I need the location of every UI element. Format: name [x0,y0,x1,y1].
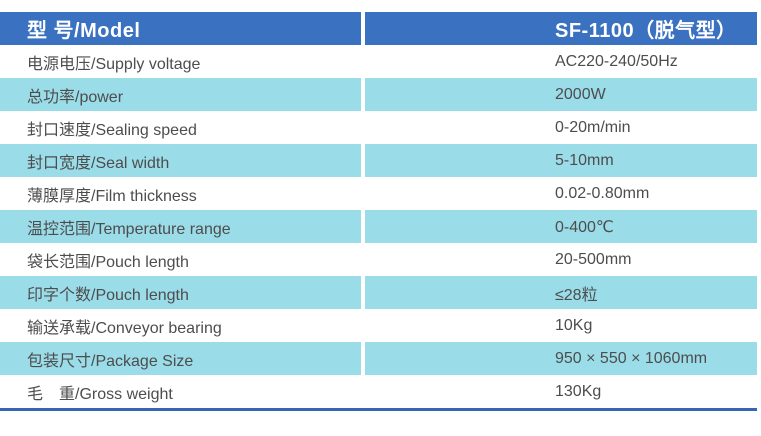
table-row: 电源电压/Supply voltage AC220-240/50Hz [0,45,757,78]
spec-value-power: 2000W [365,78,757,111]
table-row: 袋长范围/Pouch length 20-500mm [0,243,757,276]
spec-value-pouch-length: 20-500mm [365,243,757,276]
spec-label-temperature-range: 温控范围/Temperature range [0,210,361,243]
table-header-row: 型 号/Model SF-1100（脱气型） [0,12,757,45]
table-row: 温控范围/Temperature range 0-400℃ [0,210,757,243]
spec-value-package-size: 950 × 550 × 1060mm [365,342,757,375]
table-row: 输送承载/Conveyor bearing 10Kg [0,309,757,342]
spec-value-temperature-range: 0-400℃ [365,210,757,243]
table-row: 印字个数/Pouch length ≤28粒 [0,276,757,309]
spec-label-conveyor-bearing: 输送承载/Conveyor bearing [0,309,361,342]
spec-value-supply-voltage: AC220-240/50Hz [365,45,757,78]
spec-label-supply-voltage: 电源电压/Supply voltage [0,45,361,78]
header-model-value: SF-1100（脱气型） [365,12,757,45]
spec-label-seal-width: 封口宽度/Seal width [0,144,361,177]
spec-value-gross-weight: 130Kg [365,375,757,408]
table-row: 总功率/power 2000W [0,78,757,111]
table-row: 包装尺寸/Package Size 950 × 550 × 1060mm [0,342,757,375]
table-row: 封口宽度/Seal width 5-10mm [0,144,757,177]
spec-label-gross-weight: 毛 重/Gross weight [0,375,361,408]
table-row: 封口速度/Sealing speed 0-20m/min [0,111,757,144]
spec-value-film-thickness: 0.02-0.80mm [365,177,757,210]
model-spec-table: 型 号/Model SF-1100（脱气型） 电源电压/Supply volta… [0,12,757,411]
spec-label-pouch-length: 袋长范围/Pouch length [0,243,361,276]
spec-label-package-size: 包装尺寸/Package Size [0,342,361,375]
table-row: 薄膜厚度/Film thickness 0.02-0.80mm [0,177,757,210]
spec-value-printing-count: ≤28粒 [365,276,757,309]
spec-value-conveyor-bearing: 10Kg [365,309,757,342]
spec-value-seal-width: 5-10mm [365,144,757,177]
spec-value-sealing-speed: 0-20m/min [365,111,757,144]
header-model-label: 型 号/Model [0,12,361,45]
spec-label-sealing-speed: 封口速度/Sealing speed [0,111,361,144]
spec-label-printing-count: 印字个数/Pouch length [0,276,361,309]
spec-label-film-thickness: 薄膜厚度/Film thickness [0,177,361,210]
table-row: 毛 重/Gross weight 130Kg [0,375,757,408]
spec-label-power: 总功率/power [0,78,361,111]
